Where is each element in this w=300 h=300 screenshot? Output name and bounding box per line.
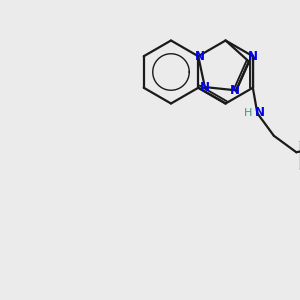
Text: N: N — [194, 50, 205, 63]
Text: N: N — [248, 50, 258, 63]
Text: N: N — [255, 106, 265, 119]
Text: H: H — [244, 108, 252, 118]
Text: N: N — [230, 84, 240, 97]
Text: N: N — [200, 81, 210, 94]
